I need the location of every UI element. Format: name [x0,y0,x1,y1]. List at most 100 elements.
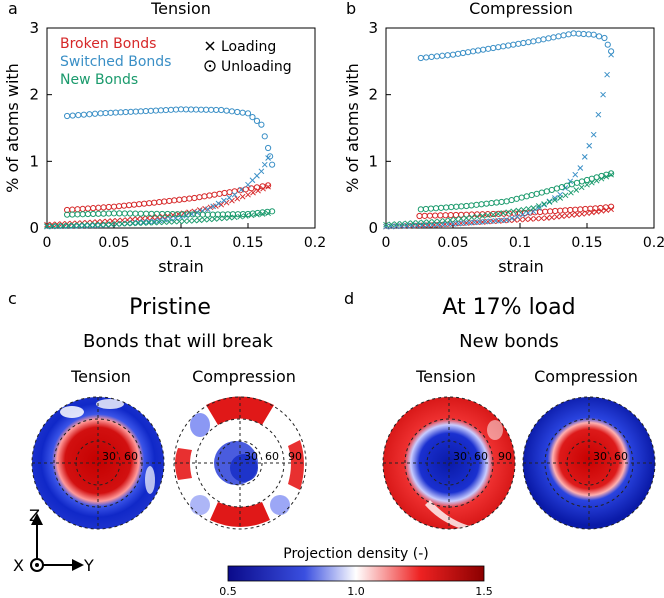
data-point-unloading [186,195,193,202]
data-point-loading [258,168,265,175]
data-point-unloading [141,200,148,207]
y-tick-label: 1 [368,152,378,170]
colorbar-label: Projection density (-) [283,546,428,562]
data-point-loading [567,178,574,185]
data-point-loading [65,222,72,229]
data-point-loading [60,222,66,229]
y-tick-label: 3 [368,19,378,37]
data-point-unloading [218,106,225,114]
data-point-unloading [573,179,581,186]
data-point-unloading [176,196,183,203]
data-point-unloading [447,212,454,219]
data-point-unloading [458,203,465,210]
data-point-loading [191,217,198,224]
data-point-unloading [156,198,163,206]
data-point-unloading [578,178,586,185]
data-point-unloading [525,39,532,46]
x-tick-label: 0.2 [643,235,664,251]
data-point-loading [135,219,141,226]
y-tick-label: 2 [368,86,378,104]
series-switched-bonds-loading [44,155,271,230]
stereo-plot-d-tension: 30 60 90 [382,396,516,530]
data-point-loading [514,213,521,220]
data-point-unloading [459,49,467,57]
data-point-unloading [171,197,178,204]
data-point-unloading [443,204,450,211]
data-point-unloading [166,197,173,205]
data-point-loading [568,189,574,196]
data-point-unloading [95,204,102,211]
data-point-unloading [426,212,434,219]
data-point-unloading [448,204,455,211]
data-point-unloading [231,188,238,195]
panel-c-tension-label: Tension [70,367,131,386]
series-switched-bonds-unloading [64,106,276,168]
data-point-unloading [132,210,139,217]
data-point-loading [452,216,459,223]
ring-label-90: 90 [498,450,512,463]
data-point-unloading [562,207,569,214]
data-point-unloading [102,109,109,117]
data-point-unloading [206,192,213,199]
data-point-unloading [433,53,441,60]
stereo-plot-c-tension: 30 60 [31,396,165,530]
data-point-loading [176,218,183,225]
data-point-loading [468,214,475,221]
panel-d-letter: d [344,289,354,308]
data-point-loading [463,215,470,221]
data-point-loading [426,219,432,225]
panel-b-data-marks [383,30,615,230]
data-point-loading [254,172,260,179]
data-point-unloading [248,185,255,192]
data-point-unloading [196,194,203,201]
data-point-loading [479,213,486,219]
data-point-unloading [505,42,512,49]
data-point-loading [201,216,208,223]
data-point-loading [104,218,111,225]
data-point-unloading [585,31,592,38]
data-point-loading [234,195,241,202]
data-point-loading [500,210,507,216]
colorbar: Projection density (-) 0.5 1.0 1.5 [219,546,493,598]
data-point-unloading [79,205,86,212]
data-point-unloading [582,205,589,213]
data-point-unloading [199,211,206,218]
data-point-unloading [191,194,198,202]
data-point-unloading [437,204,445,211]
data-point-loading [595,111,602,118]
panel-d-tension-label: Tension [415,367,476,386]
x-tick-label: 0.1 [170,235,192,251]
data-point-unloading [550,34,557,41]
data-point-unloading [258,121,265,128]
data-point-loading [259,211,266,217]
x-tick-label: 0.2 [304,235,326,251]
data-point-loading [511,217,518,223]
data-point-loading [44,221,50,228]
data-point-loading [87,222,93,228]
legend-switched-bonds: Switched Bonds [60,54,171,70]
panel-b-ylabel: % of atoms with [343,63,362,193]
data-point-loading [505,209,512,216]
data-point-loading [535,203,542,209]
data-point-loading [546,199,553,205]
data-point-loading [577,165,584,171]
colorbar-gradient [227,565,485,582]
data-point-unloading [515,40,522,47]
data-point-loading [210,203,217,210]
data-point-unloading [580,30,587,38]
data-point-loading [92,221,99,228]
data-point-loading [108,221,115,228]
data-point-loading [239,193,246,200]
data-point-unloading [131,201,138,208]
y-tick-label: 2 [29,86,39,104]
data-point-unloading [513,195,520,202]
data-point-unloading [265,144,272,152]
data-point-loading [600,91,606,98]
panel-b-letter: b [346,0,356,18]
data-point-loading [49,221,55,228]
data-point-unloading [122,108,129,116]
data-point-unloading [601,34,608,42]
data-point-loading [145,218,152,225]
data-point-loading [522,216,529,223]
data-point-loading [553,213,560,220]
